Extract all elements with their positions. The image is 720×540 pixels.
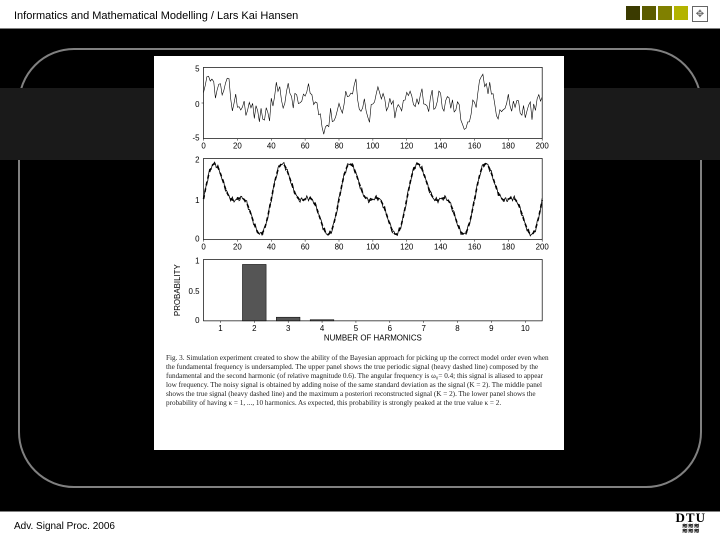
svg-text:120: 120 [400, 243, 414, 252]
svg-text:20: 20 [233, 243, 242, 252]
panel-2: 2 1 0 0 20 40 60 80 100 120 140 160 180 200 [195, 155, 549, 251]
svg-text:-5: -5 [193, 134, 201, 143]
footer-divider [0, 511, 720, 512]
panel-3: 1 0.5 0 12345678910 NUMBER OF HARMONICS … [173, 256, 542, 342]
svg-text:0: 0 [195, 100, 200, 109]
corner-block-1 [626, 6, 640, 20]
svg-text:0: 0 [195, 316, 200, 325]
svg-text:40: 40 [267, 243, 276, 252]
corner-block-2 [642, 6, 656, 20]
svg-text:160: 160 [468, 142, 482, 151]
svg-text:180: 180 [502, 142, 516, 151]
svg-text:7: 7 [421, 324, 425, 333]
svg-text:1: 1 [195, 196, 200, 205]
dtu-logo: DTU ≋≋≋≋≋≋ [676, 511, 706, 534]
svg-text:10: 10 [521, 324, 530, 333]
svg-text:2: 2 [195, 155, 199, 164]
svg-text:1: 1 [195, 256, 200, 265]
svg-text:4: 4 [320, 324, 325, 333]
svg-text:180: 180 [502, 243, 516, 252]
panel3-ylabel: PROBABILITY [173, 264, 182, 317]
svg-text:80: 80 [335, 142, 344, 151]
svg-text:120: 120 [400, 142, 414, 151]
panel-1: 5 0 -5 0 20 40 60 80 100 120 140 160 180 200 [193, 64, 550, 150]
chart-area: 5 0 -5 020406080100120140160180200 2 1 0… [156, 60, 562, 350]
svg-text:160: 160 [468, 243, 482, 252]
svg-text:0: 0 [201, 142, 206, 151]
svg-text:200: 200 [536, 243, 550, 252]
figure-panel: 5 0 -5 020406080100120140160180200 2 1 0… [154, 56, 564, 450]
svg-text:100: 100 [366, 142, 380, 151]
svg-text:0: 0 [201, 243, 206, 252]
svg-text:60: 60 [301, 142, 310, 151]
svg-text:5: 5 [354, 324, 359, 333]
svg-text:0: 0 [195, 235, 200, 244]
svg-text:2: 2 [252, 324, 256, 333]
svg-text:9: 9 [489, 324, 494, 333]
svg-text:3: 3 [286, 324, 291, 333]
svg-text:8: 8 [455, 324, 460, 333]
caption-text: Simulation experiment created to show th… [166, 354, 549, 407]
svg-text:6: 6 [388, 324, 393, 333]
corner-arrow-icon: ✥ [692, 6, 708, 22]
svg-text:0.5: 0.5 [189, 287, 201, 296]
corner-block-4 [674, 6, 688, 20]
svg-text:1: 1 [218, 324, 223, 333]
svg-text:20: 20 [233, 142, 242, 151]
svg-text:140: 140 [434, 142, 448, 151]
chart-svg: 5 0 -5 020406080100120140160180200 2 1 0… [156, 60, 562, 350]
svg-text:80: 80 [335, 243, 344, 252]
footer-text: Adv. Signal Proc. 2006 [14, 521, 115, 532]
svg-text:40: 40 [267, 142, 276, 151]
corner-block-3 [658, 6, 672, 20]
header-divider [0, 28, 720, 29]
svg-text:60: 60 [301, 243, 310, 252]
dtu-logo-waves: ≋≋≋≋≋≋ [676, 524, 706, 534]
header-text: Informatics and Mathematical Modelling /… [14, 8, 298, 24]
figure-caption: Fig. 3. Simulation experiment created to… [156, 350, 562, 410]
panel3-xlabel: NUMBER OF HARMONICS [324, 334, 422, 343]
svg-text:5: 5 [195, 64, 200, 73]
svg-text:140: 140 [434, 243, 448, 252]
svg-text:200: 200 [536, 142, 550, 151]
caption-prefix: Fig. 3. [166, 354, 185, 362]
corner-decoration: ✥ [626, 6, 708, 22]
svg-text:100: 100 [366, 243, 380, 252]
